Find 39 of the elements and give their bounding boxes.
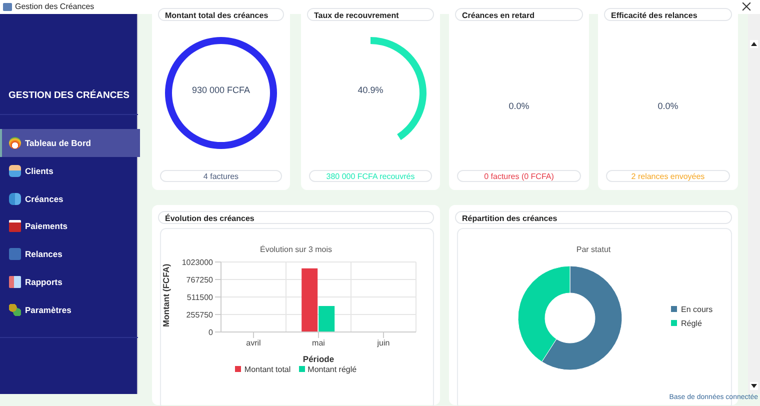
x-tick-label: juin: [376, 338, 390, 348]
x-tick-label: avril: [246, 338, 262, 348]
text: Relances: [25, 248, 64, 262]
y-tick-label: 0: [208, 328, 214, 337]
y-tick-label: 255750: [186, 310, 214, 320]
chart-subtitle: Évolution sur 3 mois: [258, 245, 334, 256]
chart-title: Taux de recouvrement: [307, 8, 434, 21]
text: Créances: [25, 192, 64, 206]
chart-subtitle: Par statut: [575, 245, 612, 256]
y-tick-label: 1023000: [182, 258, 214, 267]
text: Clients: [25, 164, 54, 178]
chart-title: Répartition des créances: [455, 211, 732, 224]
text: 0.0%: [508, 101, 530, 113]
text: 2 relances envoyées: [606, 170, 730, 182]
text: 40.9%: [356, 85, 384, 97]
text: Tableau de Bord: [25, 137, 92, 150]
text: Paiements: [25, 220, 69, 234]
text: 930 000 FCFA: [190, 85, 252, 97]
x-tick-label: mai: [312, 338, 326, 348]
legend-label: En cours: [680, 304, 714, 316]
text: Créances en retard: [455, 8, 583, 21]
legend-label: Montant réglé: [306, 364, 357, 375]
legend-label: Montant total: [243, 364, 291, 375]
text: Efficacité des relances: [604, 8, 732, 21]
y-tick-label: 511500: [186, 292, 214, 302]
text: Gestion des Créances: [15, 1, 94, 13]
chart-title: Évolution des créances: [158, 211, 434, 224]
text: 0 factures (0 FCFA): [457, 170, 581, 182]
text: GESTION DES CRÉANCES: [8, 88, 130, 103]
y-axis-title: Montant (FCFA): [161, 264, 172, 327]
text: Rapports: [25, 276, 64, 289]
text: 0.0%: [656, 101, 680, 113]
chart-title: Montant total des créances: [158, 8, 284, 21]
text: 4 factures: [160, 170, 282, 182]
y-tick-label: 767250: [186, 275, 214, 284]
text: 380 000 FCFA recouvrés: [309, 170, 432, 182]
legend-label: Réglé: [680, 318, 703, 330]
x-axis-title: Période: [302, 354, 334, 364]
text: Paramètres: [25, 304, 72, 317]
